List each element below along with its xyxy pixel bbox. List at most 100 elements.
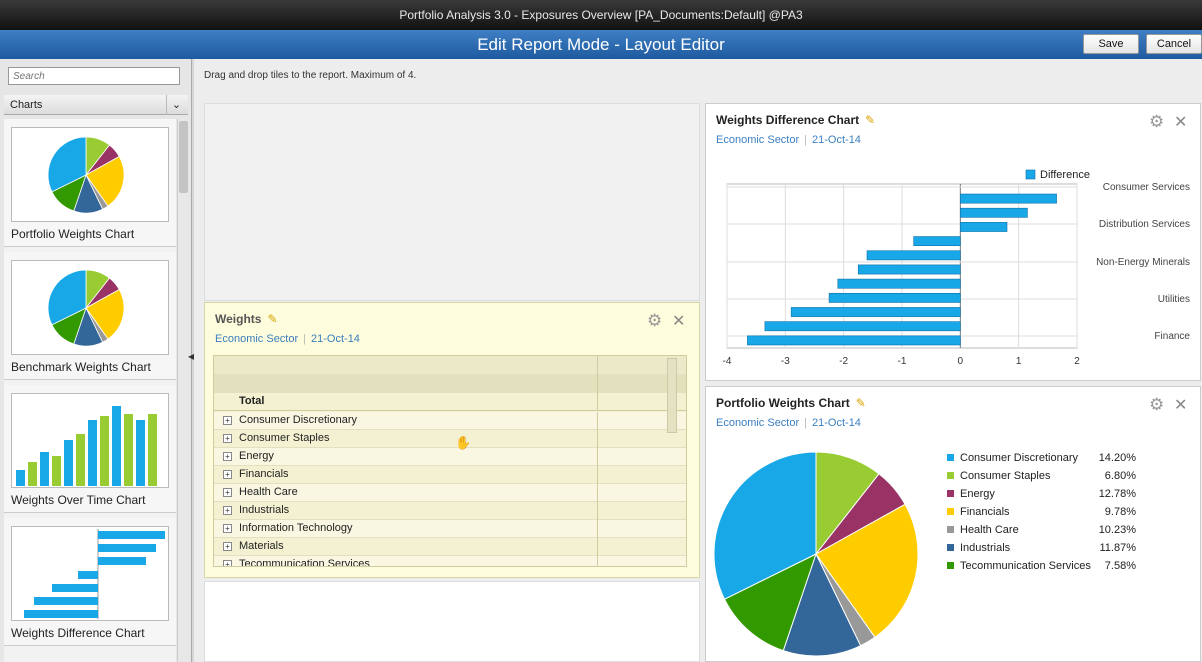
gear-icon[interactable]: ⚙ xyxy=(1149,395,1165,414)
thumb-bar xyxy=(78,571,98,579)
expand-icon[interactable]: + xyxy=(223,488,232,497)
pencil-icon[interactable]: ✎ xyxy=(267,312,278,326)
cancel-button[interactable]: Cancel xyxy=(1146,34,1202,54)
pie-thumbnail xyxy=(11,127,169,222)
subtitle-group[interactable]: Economic Sector xyxy=(215,333,299,345)
bar[interactable] xyxy=(960,207,1028,218)
separator: | xyxy=(804,134,808,146)
thumb-bar xyxy=(34,597,98,605)
panel-title: Weights Difference Chart ✎ xyxy=(716,113,875,127)
expand-icon[interactable]: + xyxy=(223,560,232,566)
legend-swatch xyxy=(947,544,954,551)
weights-table: Total + Consumer Discretionary + Consumer S… xyxy=(213,355,687,567)
pie-slice-financials[interactable] xyxy=(85,155,125,207)
table-row[interactable]: + Tecommunication Services xyxy=(214,556,686,567)
expand-icon[interactable]: + xyxy=(223,470,232,479)
tile-weights-difference[interactable]: Weights Difference Chart xyxy=(4,518,176,646)
expand-icon[interactable]: + xyxy=(223,542,232,551)
subtitle-date[interactable]: 21-Oct-14 xyxy=(311,333,360,345)
pie-slice-consumer-discretionary[interactable] xyxy=(47,269,87,326)
tile-portfolio-weights[interactable]: Portfolio Weights Chart xyxy=(4,119,176,247)
tile-label: Benchmark Weights Chart xyxy=(11,360,151,374)
category-label: Finance xyxy=(1154,331,1190,342)
legend-label: Health Care xyxy=(960,524,1019,536)
table-header-2 xyxy=(214,375,686,393)
portfolio-weights-panel[interactable]: Portfolio Weights Chart ✎ Economic Sector… xyxy=(705,386,1201,662)
legend-label: Financials xyxy=(960,506,1010,518)
legend-swatch xyxy=(1025,169,1036,180)
expand-icon[interactable]: + xyxy=(223,416,232,425)
search-input[interactable] xyxy=(8,67,180,85)
weights-difference-panel[interactable]: Weights Difference Chart ✎ Economic Secto… xyxy=(705,103,1201,381)
empty-drop-zone[interactable] xyxy=(204,103,700,301)
table-row[interactable]: + Financials xyxy=(214,466,686,484)
bar[interactable] xyxy=(857,264,961,275)
close-icon[interactable]: ✕ xyxy=(672,313,686,330)
expand-icon[interactable]: + xyxy=(223,524,232,533)
subtitle-group[interactable]: Economic Sector xyxy=(716,417,800,429)
bar[interactable] xyxy=(828,292,961,303)
pie-slice-consumer-discretionary[interactable] xyxy=(47,136,87,193)
bar[interactable] xyxy=(837,278,961,289)
pencil-icon[interactable]: ✎ xyxy=(855,396,866,410)
pie-slice-tecommunication-services[interactable] xyxy=(723,553,817,652)
pie-slice-financials[interactable] xyxy=(85,288,125,340)
table-row[interactable]: + Consumer Staples xyxy=(214,430,686,448)
legend-value: 7.58% xyxy=(1105,560,1136,572)
pencil-icon[interactable]: ✎ xyxy=(865,113,876,127)
tile-weights-over-time[interactable]: Weights Over Time Chart xyxy=(4,385,176,513)
table-row[interactable]: + Health Care xyxy=(214,484,686,502)
panel-title: Portfolio Weights Chart ✎ xyxy=(716,396,866,410)
legend-value: 11.87% xyxy=(1100,542,1137,554)
hbar-thumbnail-svg xyxy=(24,529,165,619)
gear-icon[interactable]: ⚙ xyxy=(1149,112,1165,131)
expand-icon[interactable]: + xyxy=(223,452,232,461)
empty-drop-zone-lower[interactable] xyxy=(204,581,700,662)
gear-icon[interactable]: ⚙ xyxy=(647,311,663,330)
pie-slice-financials[interactable] xyxy=(815,503,919,638)
window-title: Portfolio Analysis 3.0 - Exposures Overv… xyxy=(399,8,803,22)
bar[interactable] xyxy=(764,321,961,332)
bar[interactable] xyxy=(960,193,1057,204)
bar[interactable] xyxy=(913,236,961,247)
table-row[interactable]: + Consumer Discretionary xyxy=(214,412,686,430)
bar[interactable] xyxy=(790,307,961,317)
bar[interactable] xyxy=(960,222,1008,232)
chevron-down-icon[interactable]: ⌄ xyxy=(166,95,186,115)
subtitle-group[interactable]: Economic Sector xyxy=(716,134,800,146)
pie-slice-industrials[interactable] xyxy=(782,552,862,657)
portfolio-weights-chart: Consumer Discretionary 14.20% Consumer Sta… xyxy=(713,451,1137,657)
save-button[interactable]: Save xyxy=(1083,34,1139,54)
expand-icon[interactable]: + xyxy=(223,434,232,443)
table-row[interactable]: + Information Technology xyxy=(214,520,686,538)
table-row[interactable]: + Energy xyxy=(214,448,686,466)
sidebar-scrollbar[interactable] xyxy=(177,119,188,662)
bar[interactable] xyxy=(866,250,961,261)
close-icon[interactable]: ✕ xyxy=(1174,114,1188,131)
pie-slice-consumer-staples[interactable] xyxy=(815,451,880,556)
close-icon[interactable]: ✕ xyxy=(1174,397,1188,414)
panel-title-text: Portfolio Weights Chart xyxy=(716,396,850,410)
table-row[interactable]: + Industrials xyxy=(214,502,686,520)
subtitle-date[interactable]: 21-Oct-14 xyxy=(812,134,861,146)
pie-slice-consumer-discretionary[interactable] xyxy=(713,451,817,600)
legend-value: 14.20% xyxy=(1099,452,1137,464)
tile-sidebar: Charts ⌄ Portfolio Weights Chart Benchma… xyxy=(0,59,192,662)
panel-subtitle: Economic Sector | 21-Oct-14 xyxy=(716,134,861,146)
collapse-sidebar-icon[interactable]: ◀ xyxy=(188,352,195,361)
bar[interactable] xyxy=(747,335,961,346)
weights-panel[interactable]: Weights ✎ Economic Sector | 21-Oct-14 ⚙ ✕ T… xyxy=(204,302,700,578)
total-row: Total xyxy=(214,393,686,411)
bar-thumbnail xyxy=(11,393,169,488)
table-scrollbar[interactable] xyxy=(667,358,677,433)
scrollbar-thumb[interactable] xyxy=(179,121,188,193)
mode-title: Edit Report Mode - Layout Editor xyxy=(477,35,725,54)
row-label: Tecommunication Services xyxy=(239,558,370,567)
thumb-bar xyxy=(100,416,109,486)
subtitle-date[interactable]: 21-Oct-14 xyxy=(812,417,861,429)
expand-icon[interactable]: + xyxy=(223,506,232,515)
x-tick-label: 2 xyxy=(1074,356,1080,367)
category-dropdown[interactable]: Charts ⌄ xyxy=(4,95,188,115)
tile-benchmark-weights[interactable]: Benchmark Weights Chart xyxy=(4,252,176,380)
table-row[interactable]: + Materials xyxy=(214,538,686,556)
